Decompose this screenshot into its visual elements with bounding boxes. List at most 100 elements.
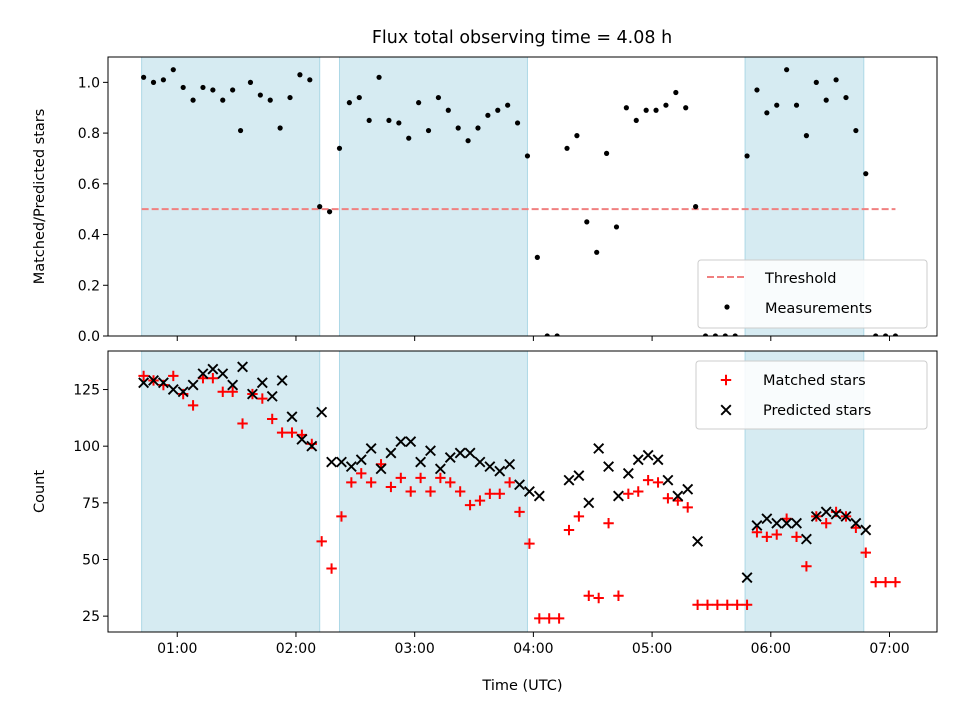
predicted-star-point (454, 447, 466, 459)
measurement-point (693, 204, 699, 210)
predicted-star-point (217, 368, 229, 380)
matched-star-point (534, 613, 545, 624)
y-tick-label: 0.0 (78, 329, 100, 345)
matched-star-point (860, 547, 871, 558)
measurement-point (574, 133, 580, 139)
matched-star-point (405, 486, 416, 497)
predicted-star-point (464, 447, 476, 459)
matched-star-point (573, 511, 585, 522)
measurement-point (623, 105, 629, 111)
predicted-star-point (583, 497, 595, 509)
predicted-star-point (177, 386, 189, 398)
measurement-point (882, 333, 889, 336)
count-panel: 25 50 75 100 125 01:00 02:00 03:00 04:00 05:00 06:… (32, 350, 938, 694)
predicted-star-point (415, 456, 427, 468)
predicted-star-point (434, 463, 446, 475)
measurement-point (603, 150, 610, 156)
measurement-point (160, 77, 166, 83)
measurement-point (435, 94, 442, 101)
measurement-point (663, 102, 669, 108)
matched-star-point (692, 599, 703, 611)
x-tick-label: 04:00 (513, 641, 553, 657)
measurement-point (386, 117, 392, 124)
measurement-point (653, 107, 659, 113)
matched-star-point (623, 488, 634, 499)
matched-star-point (425, 486, 436, 497)
measurement-point (425, 127, 432, 134)
predicted-star-point (365, 442, 377, 454)
y-tick-label: 1.0 (78, 75, 100, 91)
matched-star-point (237, 418, 248, 429)
predicted-star-point (771, 517, 783, 529)
matched-star-point (751, 527, 763, 538)
predicted-star-point (593, 442, 605, 454)
matched-star-point (504, 477, 515, 488)
measurement-point (277, 125, 283, 131)
x-axis-label: Time (UTC) (481, 678, 562, 694)
matched-star-point (791, 531, 802, 543)
measurement-point (455, 125, 461, 131)
legend-box (697, 259, 928, 329)
predicted-star-point (820, 506, 832, 518)
matched-star-point (652, 477, 664, 488)
measurement-point (366, 117, 372, 124)
predicted-star-point (207, 363, 219, 375)
measurement-point (267, 97, 273, 103)
predicted-star-point (533, 490, 545, 502)
matched-star-point (217, 386, 228, 397)
measurement-point (534, 254, 540, 260)
matched-star-point (702, 599, 713, 611)
predicted-star-point (138, 377, 150, 389)
matched-star-point (613, 590, 624, 601)
panels: 0.0 0.2 0.4 0.6 0.8 1.0 Matched/Predicted star… (32, 56, 938, 694)
y-tick-label: 25 (82, 609, 100, 625)
matched-star-point (385, 481, 397, 493)
predicted-star-point (840, 510, 852, 522)
ratio-panel: 0.0 0.2 0.4 0.6 0.8 1.0 Matched/Predicted star… (32, 56, 938, 345)
measurement-point (495, 107, 501, 113)
predicted-star-point (622, 467, 634, 479)
matched-star-point (267, 413, 278, 425)
matched-star-point (494, 488, 505, 499)
predicted-star-point (800, 533, 812, 545)
predicted-star-point (850, 517, 862, 529)
matched-star-point (257, 393, 268, 404)
y-tick-label: 0.4 (78, 228, 100, 244)
matched-star-point (316, 536, 327, 547)
predicted-star-point (692, 535, 704, 547)
matched-star-point (435, 472, 446, 484)
matched-star-point (712, 599, 723, 611)
y-tick-label: 50 (82, 552, 100, 568)
predicted-star-point (148, 374, 159, 386)
y-tick-label: 125 (73, 383, 100, 399)
measurement-point (744, 153, 750, 159)
measurement-point (544, 333, 550, 336)
predicted-star-point (227, 379, 239, 391)
measurement-point (326, 209, 333, 215)
measurement-point (643, 107, 649, 113)
predicted-star-point (286, 411, 298, 423)
matched-star-point (731, 599, 743, 611)
x-tick-label: 06:00 (751, 641, 791, 657)
predicted-star-point (316, 406, 328, 418)
predicted-star-point (504, 458, 516, 470)
predicted-star-point (810, 510, 822, 522)
predicted-star-point (494, 465, 506, 477)
measurement-point (613, 224, 620, 230)
measurement-point (317, 204, 323, 210)
predicted-star-point (276, 374, 288, 386)
predicted-star-point (266, 390, 278, 402)
y-tick-label: 75 (82, 496, 100, 512)
predicted-star-point (682, 483, 694, 495)
matched-star-point (741, 599, 753, 611)
measurement-point (564, 145, 570, 151)
matched-star-point (603, 518, 614, 529)
y-tick-label: 0.2 (78, 278, 100, 294)
measurement-point (485, 112, 491, 118)
measurement-point (774, 102, 780, 108)
measurement-point (732, 333, 738, 336)
observing-window-band (141, 350, 321, 633)
matched-star-point (563, 524, 575, 536)
matched-star-point (662, 493, 674, 504)
measurement-point (754, 87, 760, 93)
